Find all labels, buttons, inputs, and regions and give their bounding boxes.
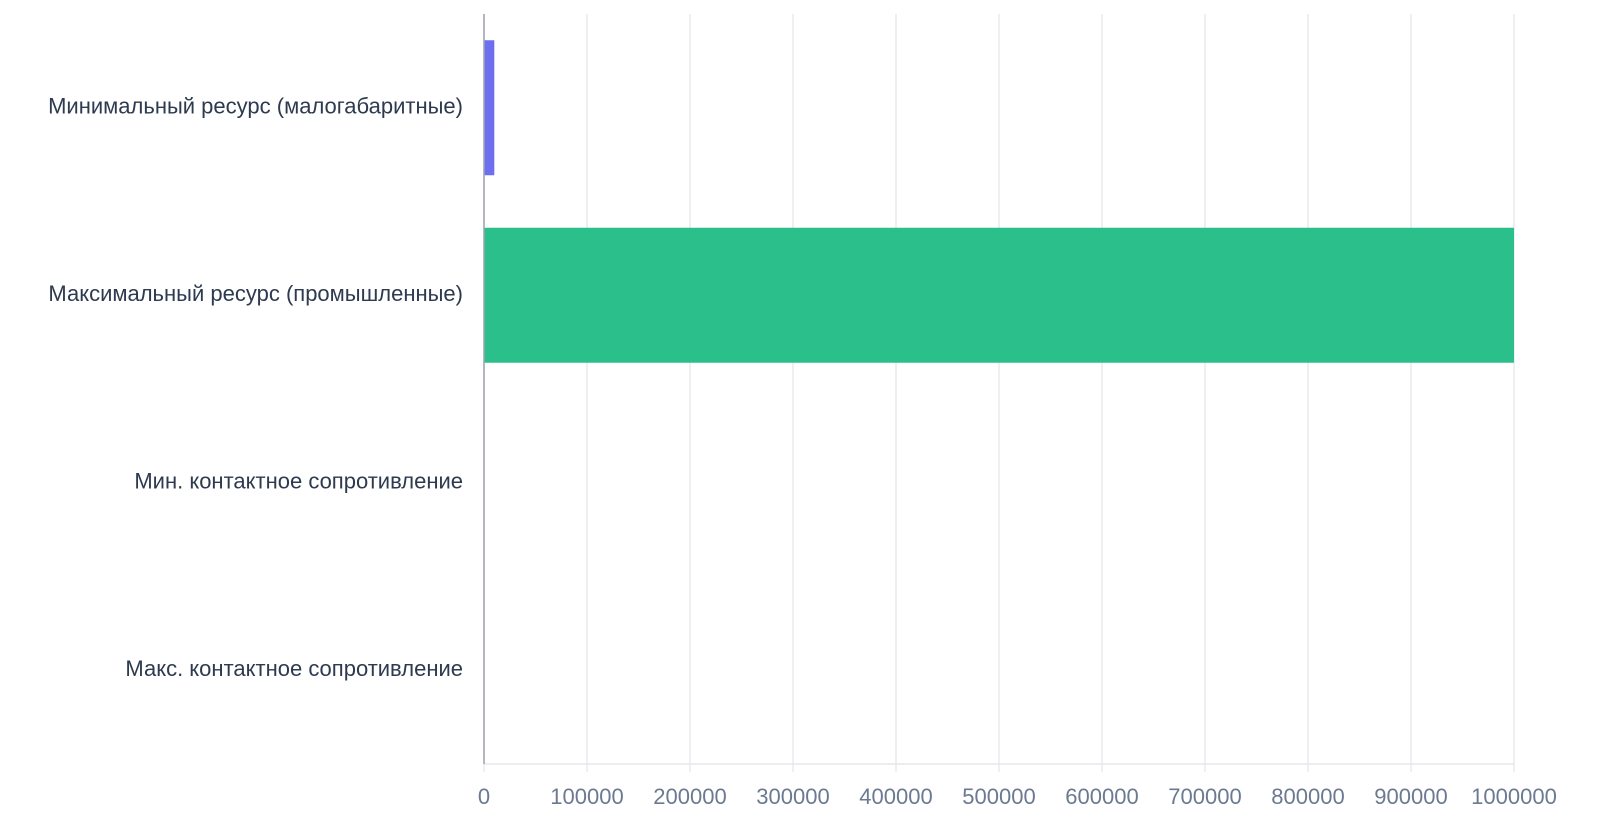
y-tick-label: Минимальный ресурс (малогабаритные) <box>48 94 463 119</box>
x-tick-label: 100000 <box>550 784 623 809</box>
x-tick-label: 600000 <box>1065 784 1138 809</box>
x-tick-label: 700000 <box>1168 784 1241 809</box>
x-tick-label: 200000 <box>653 784 726 809</box>
x-tick-label: 900000 <box>1374 784 1447 809</box>
x-tick-label: 400000 <box>859 784 932 809</box>
x-tick-label: 500000 <box>962 784 1035 809</box>
bar <box>484 40 495 176</box>
y-tick-label: Максимальный ресурс (промышленные) <box>48 281 463 306</box>
x-tick-label: 300000 <box>756 784 829 809</box>
y-tick-label: Мин. контактное сопротивление <box>134 469 463 494</box>
x-tick-label: 800000 <box>1271 784 1344 809</box>
bar <box>484 227 1514 363</box>
y-tick-label: Макс. контактное сопротивление <box>125 656 463 681</box>
x-tick-label: 0 <box>478 784 490 809</box>
x-tick-label: 1000000 <box>1471 784 1557 809</box>
